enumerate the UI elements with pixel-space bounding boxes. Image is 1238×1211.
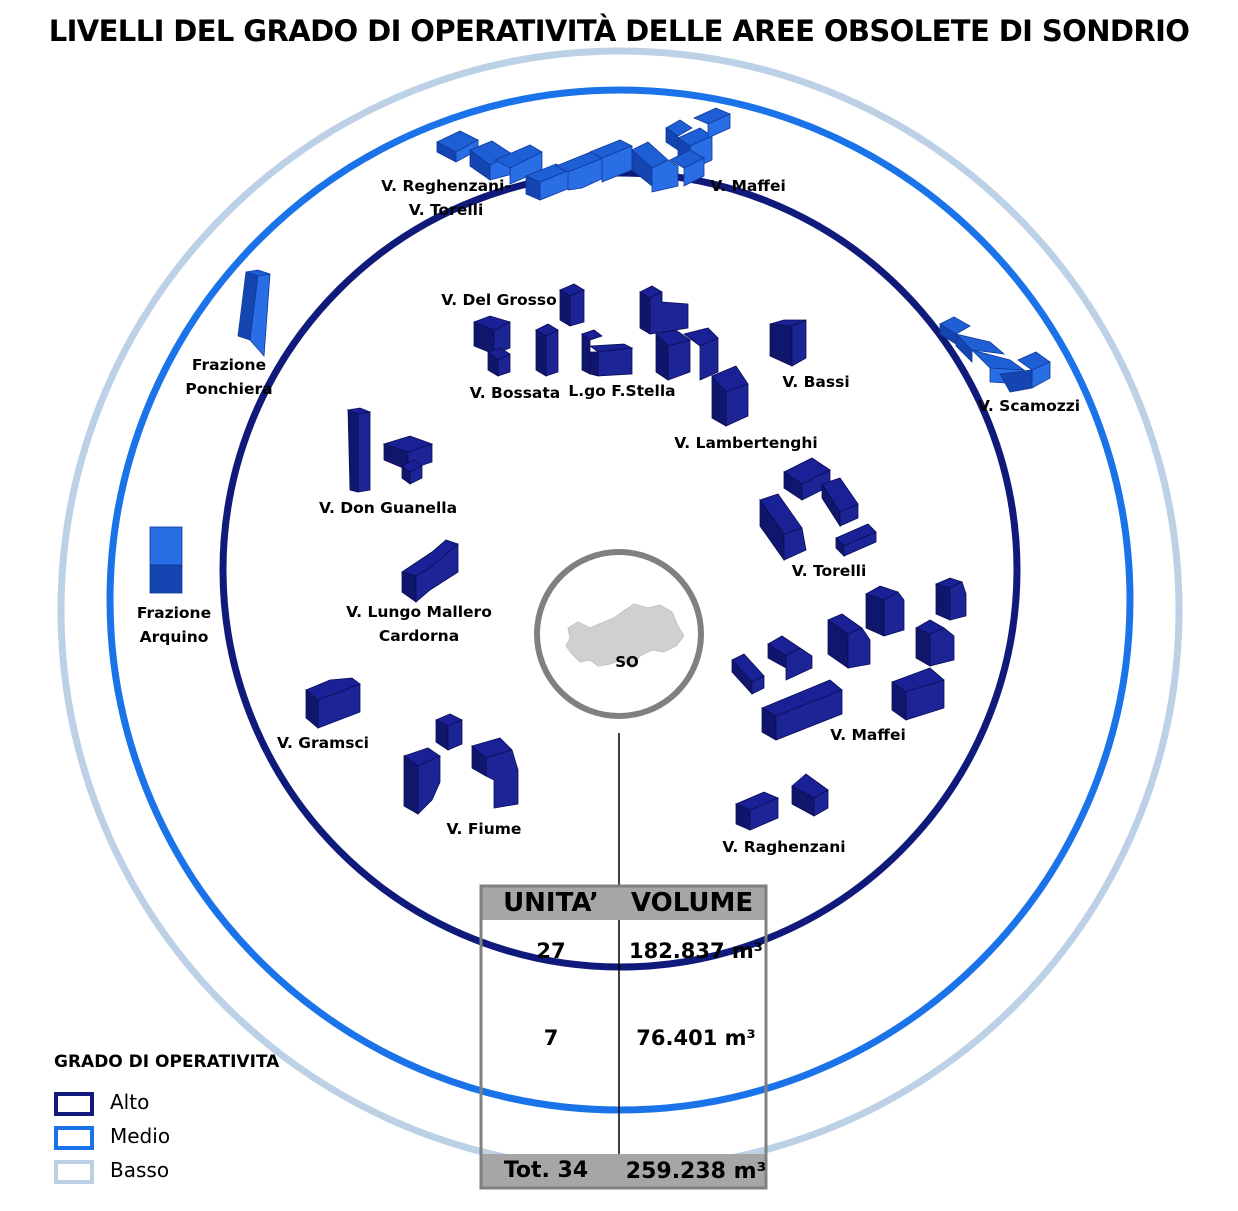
label-line: V. Scamozzi xyxy=(977,397,1081,415)
label-line: V. Torelli xyxy=(791,562,867,580)
label-line: V. Raghenzani xyxy=(722,838,846,856)
label-line: V. Maffei xyxy=(830,726,906,744)
label-line: Ponchiera xyxy=(185,380,273,398)
center-label: SO xyxy=(615,653,639,671)
table-cell-volume: 76.401 m³ xyxy=(636,1026,756,1050)
label-line: V. Bossata xyxy=(469,384,561,402)
label-lambertenghi: V. Lambertenghi xyxy=(670,431,822,455)
legend-item-basso: Basso xyxy=(54,1158,254,1184)
legend-swatch-alto xyxy=(54,1092,94,1116)
buildings-medio xyxy=(149,107,1051,594)
label-reghenzani-torelli: V. Reghenzani- V. Torelli xyxy=(380,174,512,222)
label-maffei: V. Maffei xyxy=(824,723,912,747)
label-line: V. Torelli xyxy=(408,201,484,219)
table-cell-units: 7 xyxy=(543,1026,559,1050)
table-total-bg xyxy=(481,1154,766,1188)
buildings-alto xyxy=(305,283,967,831)
label-bossata: V. Bossata xyxy=(466,381,564,405)
label-raghenzani: V. Raghenzani xyxy=(716,835,852,859)
label-don-guanella: V. Don Guanella xyxy=(312,496,464,520)
label-fiume: V. Fiume xyxy=(440,817,528,841)
label-scamozzi: V. Scamozzi xyxy=(972,394,1086,418)
label-line: V. Bassi xyxy=(782,373,850,391)
table-total-units: Tot. 34 xyxy=(503,1158,589,1183)
label-ponchiera: Frazione Ponchiera xyxy=(180,353,278,401)
label-line: V. Maffei xyxy=(710,177,786,195)
label-gramsci: V. Gramsci xyxy=(270,731,376,755)
legend-swatch-medio xyxy=(54,1126,94,1150)
label-line: Frazione xyxy=(191,356,267,374)
table-header-units: UNITA’ xyxy=(503,888,599,918)
label-line: Cardorna xyxy=(378,627,460,645)
label-del-grosso: V. Del Grosso xyxy=(436,288,562,312)
label-arquino: Frazione Arquino xyxy=(130,601,218,649)
label-line: Arquino xyxy=(139,628,209,646)
table-border xyxy=(479,884,768,1190)
label-torelli: V. Torelli xyxy=(784,559,874,583)
label-line: Frazione xyxy=(136,604,212,622)
label-line: V. Reghenzani- xyxy=(381,177,511,195)
label-lungo-mallero: V. Lungo Mallero Cardorna xyxy=(340,600,498,648)
sondrio-map xyxy=(565,603,685,669)
table-cell-volume: 182.837 m³ xyxy=(628,939,764,963)
label-line: V. Fiume xyxy=(446,820,522,838)
label-line: V. Don Guanella xyxy=(318,499,458,517)
legend-label: Basso xyxy=(110,1158,170,1182)
table-cell-units: 27 xyxy=(536,939,566,963)
table-header-bg xyxy=(481,886,766,920)
ring-medio xyxy=(106,86,1134,1114)
legend-title: GRADO DI OPERATIVITA xyxy=(54,1052,280,1072)
legend-swatch-basso xyxy=(54,1160,94,1184)
table-header-volume: VOLUME xyxy=(630,888,754,918)
legend-item-medio: Medio xyxy=(54,1124,254,1150)
legend-label: Alto xyxy=(110,1090,150,1114)
label-line: V. Del Grosso xyxy=(441,291,557,309)
label-bassi: V. Bassi xyxy=(778,370,854,394)
page-title: LIVELLI DEL GRADO DI OPERATIVITÀ DELLE A… xyxy=(48,14,1190,48)
table-total-volume: 259.238 m³ xyxy=(625,1159,767,1184)
label-line: V. Gramsci xyxy=(277,734,369,752)
label-line: V. Lambertenghi xyxy=(674,434,818,452)
label-stella: L.go F.Stella xyxy=(566,379,678,403)
legend-item-alto: Alto xyxy=(54,1090,254,1116)
label-line: L.go F.Stella xyxy=(568,382,676,400)
label-line: V. Lungo Mallero xyxy=(346,603,492,621)
legend-label: Medio xyxy=(110,1124,171,1148)
label-maffei-top: V. Maffei xyxy=(706,174,790,198)
summary-table xyxy=(479,884,768,1190)
